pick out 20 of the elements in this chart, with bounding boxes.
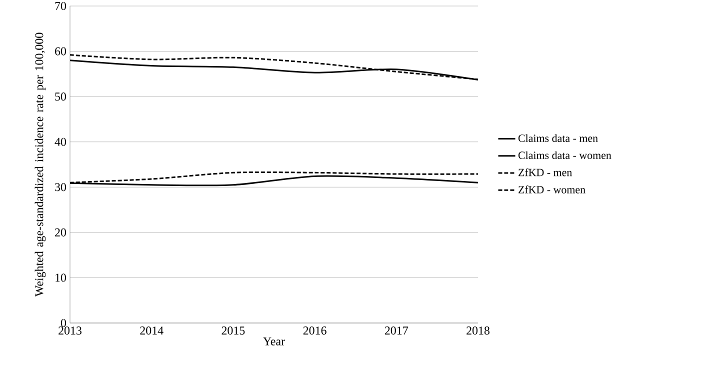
x-tick-label: 2013 <box>58 326 82 335</box>
y-tick-label: 40 <box>54 138 66 146</box>
y-tick-label: 60 <box>55 47 66 56</box>
y-tick-label: 70 <box>55 2 66 10</box>
legend-label: ZfKD - men <box>518 168 572 176</box>
y-tick-label: 10 <box>56 274 66 282</box>
x-tick-label: 2016 <box>303 326 326 335</box>
y-tick-label: 0 <box>60 318 66 328</box>
legend-label: ZfKD - women <box>518 186 586 194</box>
x-tick-label: 2015 <box>222 326 245 335</box>
x-tick-label: 2018 <box>466 326 490 335</box>
x-tick-label: 2017 <box>384 326 408 335</box>
legend-label: Claims data - men <box>518 134 598 142</box>
x-axis-title: Year <box>263 337 285 346</box>
y-tick-label: 20 <box>55 228 66 236</box>
y-axis-title: Weighted age-standardized incidence rate per 100,000 <box>34 32 46 297</box>
legend-label: Claims data - women <box>518 151 612 160</box>
x-tick-label: 2014 <box>140 326 164 335</box>
y-tick-label: 50 <box>55 92 66 101</box>
y-tick-label: 30 <box>55 183 66 192</box>
